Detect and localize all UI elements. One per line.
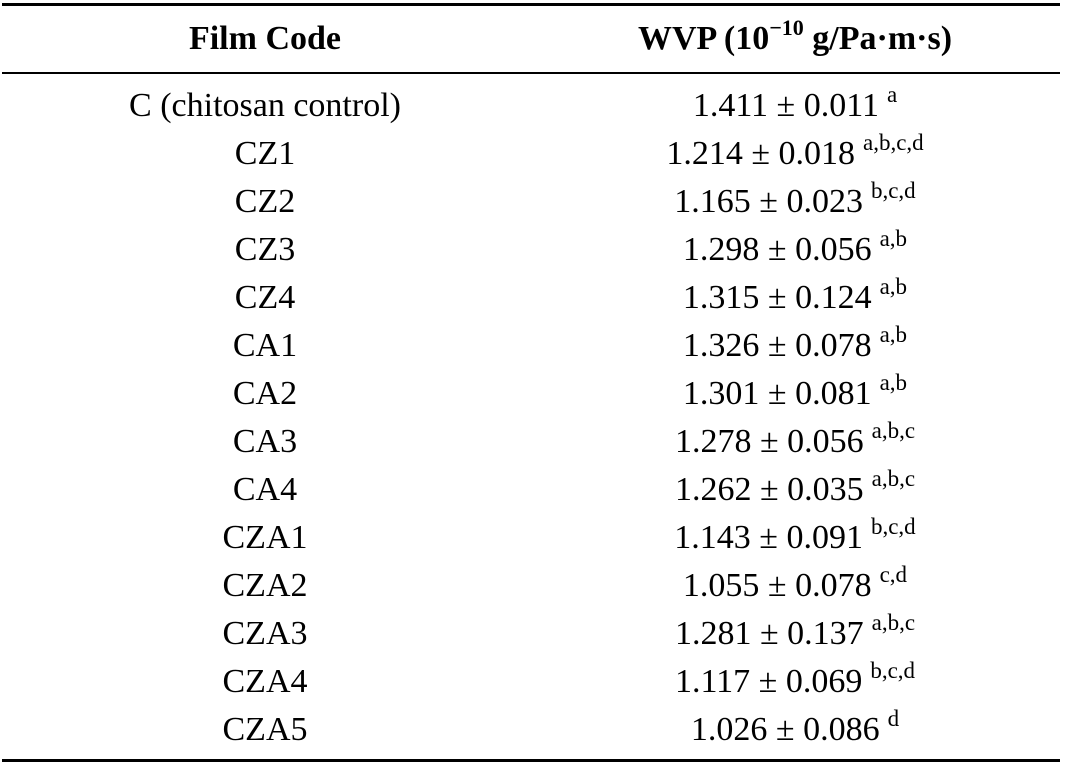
film-code-cell: CZ3 <box>234 231 296 268</box>
table-row: CA2 1.301 ± 0.081 a,b <box>0 370 1068 418</box>
wvp-cell: 1.214 ± 0.018 a,b,c,d <box>530 130 1060 178</box>
table-row: CZ3 1.298 ± 0.056 a,b <box>0 226 1068 274</box>
wvp-value: 1.262 ± 0.035 <box>674 471 864 508</box>
significance-letters: a,b <box>879 322 908 347</box>
bottom-rule <box>2 759 1060 762</box>
wvp-cell: 1.281 ± 0.137 a,b,c <box>530 610 1060 658</box>
header-film-code: Film Code <box>188 20 342 57</box>
table-row: CZA3 1.281 ± 0.137 a,b,c <box>0 610 1068 658</box>
film-code-cell: CA4 <box>232 471 298 508</box>
film-code-cell: CA2 <box>232 375 298 412</box>
table-row: CA4 1.262 ± 0.035 a,b,c <box>0 466 1068 514</box>
significance-letters: a,b <box>879 226 908 251</box>
significance-letters: a,b,c <box>871 610 916 635</box>
film-code-cell: CZA2 <box>222 567 308 604</box>
table-row: CZ1 1.214 ± 0.018 a,b,c,d <box>0 130 1068 178</box>
film-code-cell: CZ2 <box>234 183 296 220</box>
header-wvp-prefix: WVP (10 <box>637 20 770 57</box>
significance-letters: b,c,d <box>870 514 916 539</box>
wvp-cell: 1.117 ± 0.069 b,c,d <box>530 658 1060 706</box>
wvp-value: 1.117 ± 0.069 <box>674 663 863 700</box>
table-row: CZA5 1.026 ± 0.086 d <box>0 706 1068 754</box>
significance-letters: a,b,c,d <box>863 130 924 155</box>
wvp-value: 1.055 ± 0.078 <box>682 567 872 604</box>
wvp-value: 1.411 ± 0.011 <box>692 87 879 124</box>
wvp-value: 1.165 ± 0.023 <box>674 183 863 220</box>
film-code-cell: CA3 <box>232 423 298 460</box>
wvp-cell: 1.326 ± 0.078 a,b <box>530 322 1060 370</box>
film-code-cell: CZA1 <box>222 519 308 556</box>
significance-letters: a,b <box>879 370 908 395</box>
wvp-value: 1.301 ± 0.081 <box>682 375 872 412</box>
significance-letters: a,b,c <box>871 466 916 491</box>
film-code-cell: CZ1 <box>234 135 296 172</box>
significance-letters: a,b,c <box>871 418 916 443</box>
film-code-cell: CZA3 <box>222 615 308 652</box>
top-rule <box>2 3 1060 6</box>
table-row: CZ2 1.165 ± 0.023 b,c,d <box>0 178 1068 226</box>
film-code-cell: CZ4 <box>234 279 296 316</box>
wvp-cell: 1.165 ± 0.023 b,c,d <box>530 178 1060 226</box>
wvp-value: 1.026 ± 0.086 <box>690 711 880 748</box>
wvp-cell: 1.026 ± 0.086 d <box>530 706 1060 754</box>
table-row: CZA4 1.117 ± 0.069 b,c,d <box>0 658 1068 706</box>
film-code-cell: CZA5 <box>222 711 308 748</box>
header-wvp: WVP (10−10 g/Pa·m·s) <box>530 6 1060 72</box>
film-code-cell: C (chitosan control) <box>129 87 401 124</box>
film-code-cell: CA1 <box>232 327 298 364</box>
table-row: C (chitosan control) 1.411 ± 0.011 a <box>0 82 1068 130</box>
wvp-value: 1.281 ± 0.137 <box>674 615 864 652</box>
film-code-cell: CZA4 <box>222 663 308 700</box>
table-header-row: Film Code WVP (10−10 g/Pa·m·s) <box>0 6 1068 72</box>
wvp-cell: 1.278 ± 0.056 a,b,c <box>530 418 1060 466</box>
table-body: C (chitosan control) 1.411 ± 0.011 a CZ1 … <box>0 82 1068 754</box>
significance-letters: c,d <box>879 562 908 587</box>
wvp-value: 1.214 ± 0.018 <box>666 135 855 172</box>
wvp-value: 1.315 ± 0.124 <box>682 279 872 316</box>
table-row: CA1 1.326 ± 0.078 a,b <box>0 322 1068 370</box>
wvp-cell: 1.298 ± 0.056 a,b <box>530 226 1060 274</box>
wvp-value: 1.298 ± 0.056 <box>682 231 872 268</box>
wvp-cell: 1.411 ± 0.011 a <box>530 82 1060 130</box>
header-rule <box>2 72 1060 74</box>
header-wvp-exponent: −10 <box>769 15 804 40</box>
significance-letters: d <box>887 706 900 731</box>
wvp-value: 1.278 ± 0.056 <box>674 423 864 460</box>
significance-letters: b,c,d <box>870 178 916 203</box>
wvp-cell: 1.315 ± 0.124 a,b <box>530 274 1060 322</box>
wvp-cell: 1.143 ± 0.091 b,c,d <box>530 514 1060 562</box>
wvp-value: 1.143 ± 0.091 <box>674 519 863 556</box>
table-row: CZ4 1.315 ± 0.124 a,b <box>0 274 1068 322</box>
wvp-cell: 1.055 ± 0.078 c,d <box>530 562 1060 610</box>
significance-letters: a <box>886 82 898 107</box>
table-row: CA3 1.278 ± 0.056 a,b,c <box>0 418 1068 466</box>
wvp-cell: 1.301 ± 0.081 a,b <box>530 370 1060 418</box>
table-row: CZA2 1.055 ± 0.078 c,d <box>0 562 1068 610</box>
wvp-cell: 1.262 ± 0.035 a,b,c <box>530 466 1060 514</box>
table-row: CZA1 1.143 ± 0.091 b,c,d <box>0 514 1068 562</box>
header-wvp-suffix: g/Pa·m·s) <box>803 20 953 57</box>
significance-letters: b,c,d <box>870 658 916 683</box>
wvp-value: 1.326 ± 0.078 <box>682 327 872 364</box>
significance-letters: a,b <box>879 274 908 299</box>
